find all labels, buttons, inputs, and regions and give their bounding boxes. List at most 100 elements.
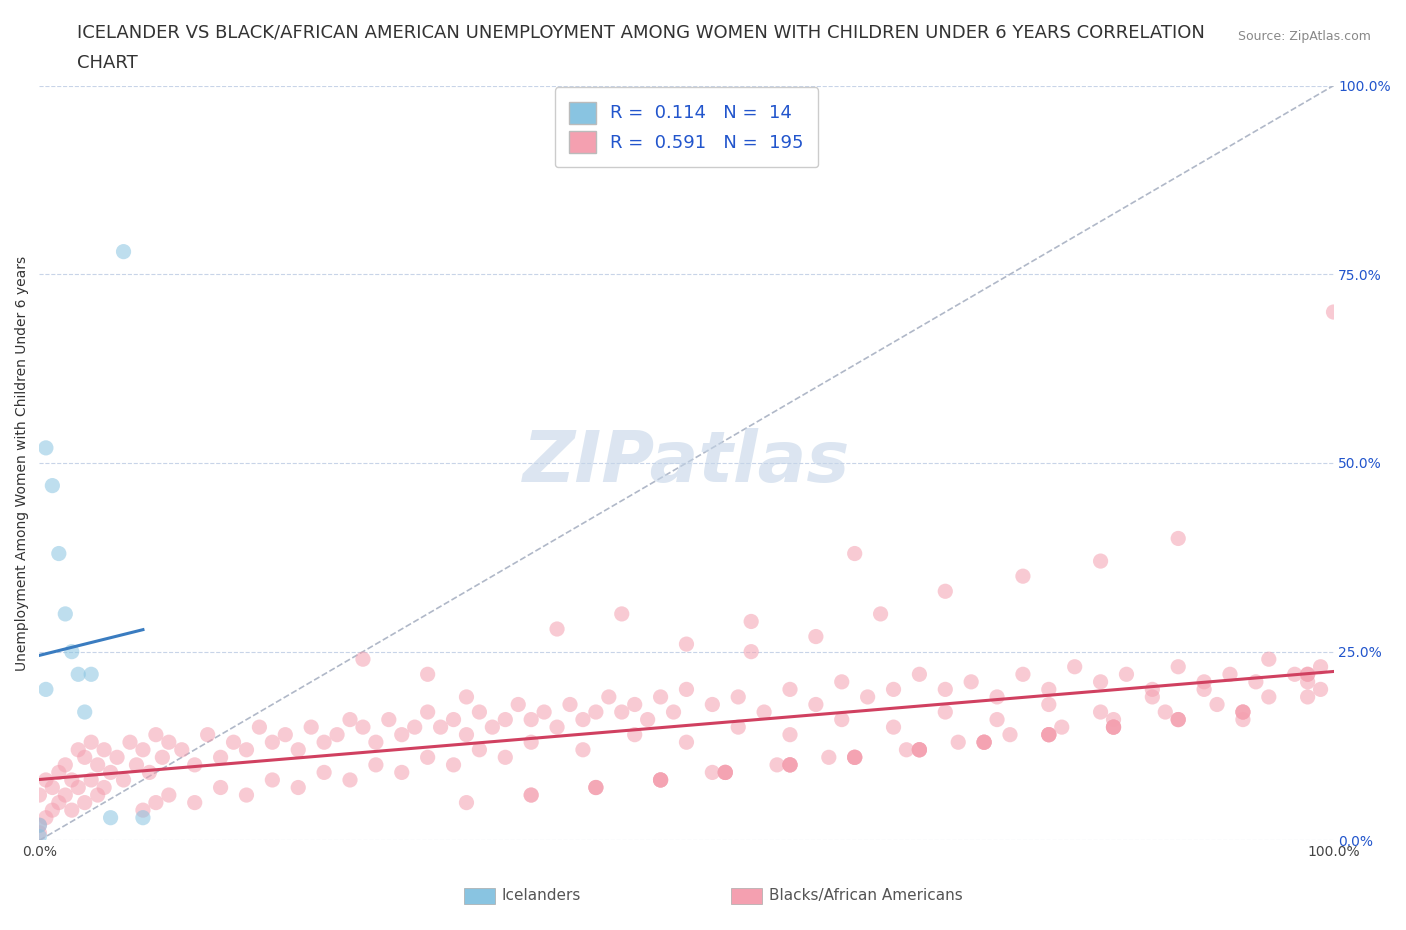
Point bbox=[262, 773, 284, 788]
Point bbox=[67, 742, 90, 757]
Point bbox=[352, 720, 374, 735]
Point bbox=[1219, 667, 1241, 682]
Point bbox=[314, 735, 336, 750]
Point bbox=[520, 735, 543, 750]
Point bbox=[623, 727, 645, 742]
Point bbox=[1038, 727, 1060, 742]
Point bbox=[779, 757, 801, 772]
Point bbox=[41, 478, 63, 493]
Point bbox=[1167, 712, 1189, 727]
Point bbox=[132, 810, 155, 825]
Point bbox=[896, 742, 918, 757]
Point bbox=[209, 750, 232, 764]
Point bbox=[934, 682, 956, 697]
Point bbox=[740, 614, 762, 629]
Point bbox=[844, 750, 866, 764]
Point bbox=[844, 750, 866, 764]
Point bbox=[702, 698, 724, 712]
Point bbox=[183, 795, 205, 810]
Point bbox=[35, 682, 58, 697]
Point bbox=[623, 698, 645, 712]
Point bbox=[287, 742, 309, 757]
Point bbox=[86, 757, 108, 772]
Text: CHART: CHART bbox=[77, 54, 138, 72]
Point bbox=[1232, 712, 1254, 727]
Point bbox=[650, 689, 672, 704]
Point bbox=[364, 757, 387, 772]
Point bbox=[1296, 674, 1319, 689]
Point bbox=[28, 830, 51, 844]
Point bbox=[209, 780, 232, 795]
Point bbox=[1232, 705, 1254, 720]
Point bbox=[100, 810, 122, 825]
Point bbox=[429, 720, 451, 735]
Point bbox=[1102, 712, 1125, 727]
Point bbox=[262, 735, 284, 750]
Point bbox=[132, 742, 155, 757]
Point bbox=[48, 546, 70, 561]
Point bbox=[274, 727, 297, 742]
Point bbox=[883, 682, 905, 697]
Point bbox=[468, 705, 491, 720]
Point bbox=[779, 682, 801, 697]
Point bbox=[339, 712, 361, 727]
Point bbox=[779, 757, 801, 772]
Point bbox=[456, 727, 478, 742]
Point bbox=[650, 773, 672, 788]
Point bbox=[520, 788, 543, 803]
Point bbox=[235, 788, 257, 803]
Point bbox=[908, 742, 931, 757]
Point bbox=[610, 705, 633, 720]
Point bbox=[287, 780, 309, 795]
Point bbox=[80, 773, 103, 788]
Point bbox=[533, 705, 555, 720]
Point bbox=[112, 773, 135, 788]
Point bbox=[145, 795, 167, 810]
Point bbox=[416, 705, 439, 720]
Point bbox=[35, 773, 58, 788]
Point bbox=[572, 712, 595, 727]
Point bbox=[150, 750, 173, 764]
Point bbox=[28, 788, 51, 803]
Point bbox=[934, 584, 956, 599]
Point bbox=[1167, 712, 1189, 727]
Point bbox=[100, 765, 122, 780]
Point bbox=[520, 788, 543, 803]
Text: Icelanders: Icelanders bbox=[502, 888, 581, 903]
Text: ZIPatlas: ZIPatlas bbox=[523, 429, 851, 498]
Point bbox=[675, 735, 697, 750]
Point bbox=[714, 765, 737, 780]
Point bbox=[416, 750, 439, 764]
Point bbox=[610, 606, 633, 621]
Point bbox=[157, 788, 180, 803]
Point bbox=[28, 817, 51, 832]
Point bbox=[1038, 727, 1060, 742]
Point bbox=[740, 644, 762, 659]
Point bbox=[675, 637, 697, 652]
Point bbox=[1090, 553, 1112, 568]
Point bbox=[1063, 659, 1085, 674]
Point bbox=[520, 712, 543, 727]
Point bbox=[1192, 682, 1215, 697]
Point bbox=[93, 780, 115, 795]
Point bbox=[779, 727, 801, 742]
Point bbox=[132, 803, 155, 817]
Point bbox=[80, 735, 103, 750]
Point bbox=[714, 765, 737, 780]
Point bbox=[352, 652, 374, 667]
Point bbox=[60, 773, 83, 788]
Point bbox=[831, 674, 853, 689]
Point bbox=[585, 780, 607, 795]
Point bbox=[585, 705, 607, 720]
Point bbox=[299, 720, 322, 735]
Point bbox=[1284, 667, 1306, 682]
Point bbox=[1115, 667, 1137, 682]
Point bbox=[67, 667, 90, 682]
Point bbox=[67, 780, 90, 795]
Point bbox=[1142, 689, 1164, 704]
Point bbox=[546, 621, 568, 636]
Point bbox=[222, 735, 245, 750]
Point bbox=[973, 735, 995, 750]
Point bbox=[1154, 705, 1177, 720]
Point bbox=[1232, 705, 1254, 720]
